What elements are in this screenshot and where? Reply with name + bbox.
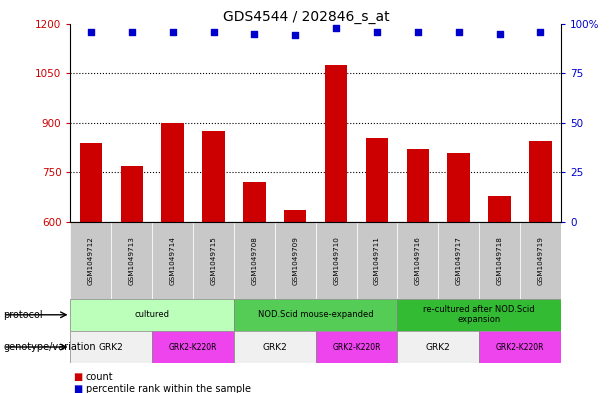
Point — [291, 32, 300, 39]
Bar — [447, 152, 470, 222]
Bar — [152, 331, 234, 363]
Text: GSM1049710: GSM1049710 — [333, 236, 339, 285]
Text: GSM1049715: GSM1049715 — [210, 236, 216, 285]
Point — [127, 28, 137, 35]
Point — [331, 24, 341, 31]
Point — [208, 28, 218, 35]
Text: GRK2-K220R: GRK2-K220R — [169, 343, 218, 351]
Text: GSM1049711: GSM1049711 — [374, 236, 380, 285]
Bar — [152, 222, 193, 299]
Bar — [284, 211, 306, 222]
Text: ■: ■ — [74, 372, 83, 382]
Bar — [397, 299, 561, 331]
Point — [86, 28, 96, 35]
Point — [454, 28, 463, 35]
Point — [168, 28, 178, 35]
Bar — [366, 138, 388, 222]
Text: GSM1049713: GSM1049713 — [129, 236, 135, 285]
Bar — [479, 331, 561, 363]
Text: GRK2-K220R: GRK2-K220R — [332, 343, 381, 351]
Bar — [489, 196, 511, 222]
Bar — [70, 222, 112, 299]
Bar — [234, 299, 397, 331]
Bar — [275, 222, 316, 299]
Bar — [70, 331, 152, 363]
Bar — [529, 141, 552, 222]
Point — [249, 30, 259, 37]
Bar — [438, 222, 479, 299]
Text: GDS4544 / 202846_s_at: GDS4544 / 202846_s_at — [223, 10, 390, 24]
Text: GSM1049719: GSM1049719 — [538, 236, 544, 285]
Point — [495, 30, 504, 37]
Bar — [520, 222, 561, 299]
Text: GSM1049712: GSM1049712 — [88, 236, 94, 285]
Bar — [234, 331, 316, 363]
Text: GSM1049717: GSM1049717 — [455, 236, 462, 285]
Point — [413, 28, 423, 35]
Text: GSM1049708: GSM1049708 — [251, 236, 257, 285]
Text: GSM1049709: GSM1049709 — [292, 236, 299, 285]
Bar — [316, 222, 357, 299]
Point — [536, 28, 546, 35]
Text: cultured: cultured — [135, 310, 170, 319]
Bar — [316, 331, 397, 363]
Bar — [325, 65, 348, 222]
Bar — [202, 131, 225, 222]
Text: GSM1049714: GSM1049714 — [170, 236, 176, 285]
Text: NOD.Scid mouse-expanded: NOD.Scid mouse-expanded — [258, 310, 373, 319]
Bar — [70, 299, 234, 331]
Text: GSM1049718: GSM1049718 — [497, 236, 503, 285]
Bar — [161, 123, 184, 222]
Bar — [243, 182, 265, 222]
Text: count: count — [86, 372, 113, 382]
Bar — [193, 222, 234, 299]
Bar — [112, 222, 152, 299]
Bar — [397, 331, 479, 363]
Text: protocol: protocol — [3, 310, 43, 320]
Text: GRK2: GRK2 — [99, 343, 124, 351]
Bar — [121, 166, 143, 222]
Bar — [234, 222, 275, 299]
Text: percentile rank within the sample: percentile rank within the sample — [86, 384, 251, 393]
Text: GRK2: GRK2 — [426, 343, 451, 351]
Text: GRK2-K220R: GRK2-K220R — [496, 343, 544, 351]
Text: GSM1049716: GSM1049716 — [415, 236, 421, 285]
Bar — [357, 222, 397, 299]
Text: re-cultured after NOD.Scid
expansion: re-cultured after NOD.Scid expansion — [424, 305, 535, 325]
Text: GRK2: GRK2 — [262, 343, 287, 351]
Bar — [80, 143, 102, 222]
Bar — [406, 149, 429, 222]
Point — [372, 28, 382, 35]
Bar — [397, 222, 438, 299]
Text: genotype/variation: genotype/variation — [3, 342, 96, 352]
Text: ■: ■ — [74, 384, 83, 393]
Bar — [479, 222, 520, 299]
